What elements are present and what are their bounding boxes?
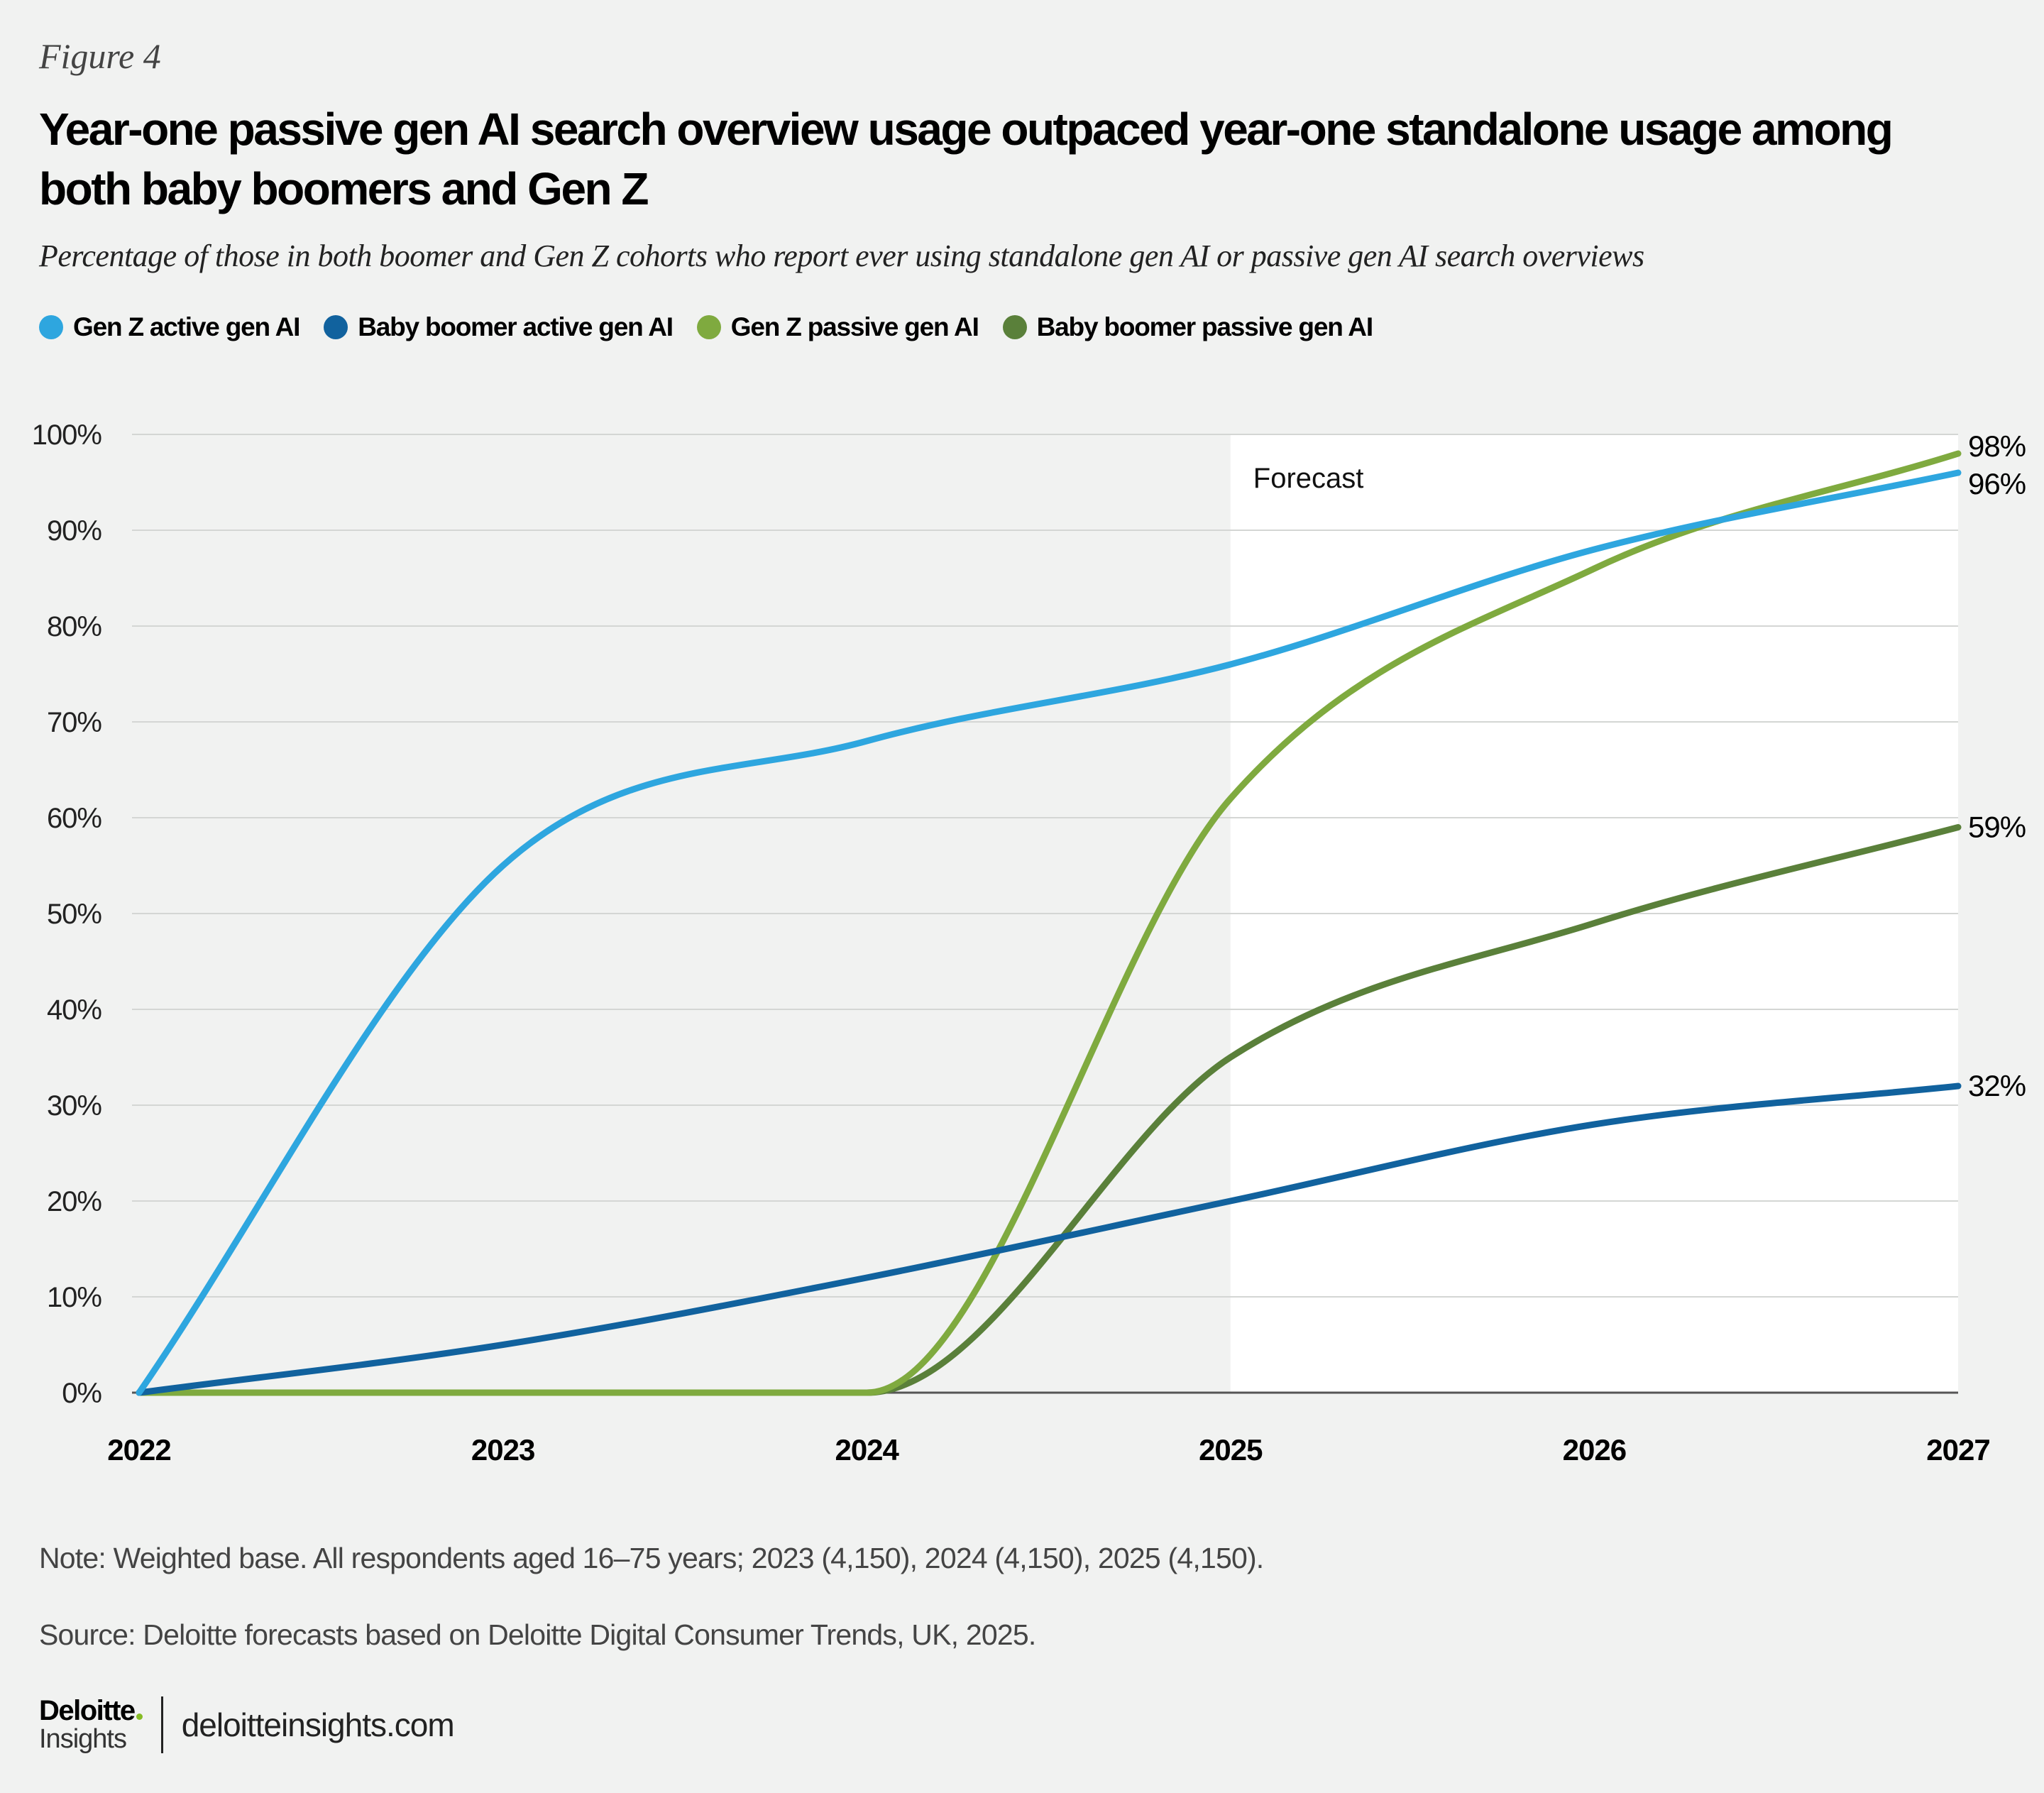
y-tick-label: 70% [47,707,101,738]
footer-logo: Deloitte Insights deloitteinsights.com [39,1696,455,1753]
x-tick-label: 2026 [1563,1433,1626,1466]
legend-swatch [696,315,721,339]
legend-item-genz-passive: Gen Z passive gen AI [696,312,979,342]
legend-swatch [324,315,348,339]
forecast-label: Forecast [1253,463,1364,494]
x-tick-label: 2027 [1926,1433,1989,1466]
brand-sub: Insights [39,1724,127,1754]
y-tick-label: 30% [47,1090,101,1122]
legend-swatch [39,315,63,339]
x-tick-label: 2023 [471,1433,534,1466]
x-tick-label: 2025 [1199,1433,1263,1466]
legend-label: Baby boomer active gen AI [358,312,674,341]
legend-label: Gen Z passive gen AI [730,312,979,341]
end-data-label: 32% [1968,1069,2026,1102]
legend-label: Baby boomer passive gen AI [1036,312,1373,341]
legend-item-boomer-active: Baby boomer active gen AI [324,312,674,342]
y-tick-label: 100% [32,420,102,451]
y-tick-label: 0% [62,1378,101,1409]
x-tick-label: 2024 [835,1433,899,1466]
line-chart: Forecast 0% 10% 20% 30% 40% 50% 60% 70% 80% 90% 100… [32,420,2026,1466]
end-data-label: 96% [1968,467,2026,500]
end-data-label: 59% [1968,811,2026,844]
brand-name: Deloitte [39,1695,136,1726]
legend-item-boomer-passive: Baby boomer passive gen AI [1002,312,1373,342]
divider [160,1696,163,1753]
x-tick-label: 2022 [107,1433,170,1466]
website-link[interactable]: deloitteinsights.com [181,1706,455,1743]
legend-swatch [1002,315,1027,339]
series-line-gen-z-passive-gen-ai [136,450,1962,1396]
chart-subtitle: Percentage of those in both boomer and G… [39,238,1644,273]
end-data-label: 98% [1968,429,2026,463]
y-tick-label: 20% [47,1186,101,1217]
y-tick-label: 80% [47,611,101,642]
note-text: Note: Weighted base. All respondents age… [39,1542,1264,1574]
figure-label: Figure 4 [39,36,161,76]
y-tick-label: 50% [47,899,101,930]
series-line-baby-boomer-active-gen-ai [136,1082,1962,1396]
legend-label: Gen Z active gen AI [73,312,300,341]
legend: Gen Z active gen AI Baby boomer active g… [39,312,1373,342]
green-dot-icon [136,1714,143,1720]
y-tick-label: 40% [47,994,101,1026]
y-tick-label: 60% [47,803,101,834]
y-tick-label: 90% [47,515,101,547]
series-line-gen-z-active-gen-ai [136,469,1962,1396]
source-text: Source: Deloitte forecasts based on Delo… [39,1618,1036,1651]
legend-item-genz-active: Gen Z active gen AI [39,312,300,342]
deloitte-insights-logo: Deloitte Insights [39,1696,143,1753]
chart-title: Year-one passive gen AI search overview … [39,104,1894,214]
y-tick-label: 10% [47,1282,101,1313]
